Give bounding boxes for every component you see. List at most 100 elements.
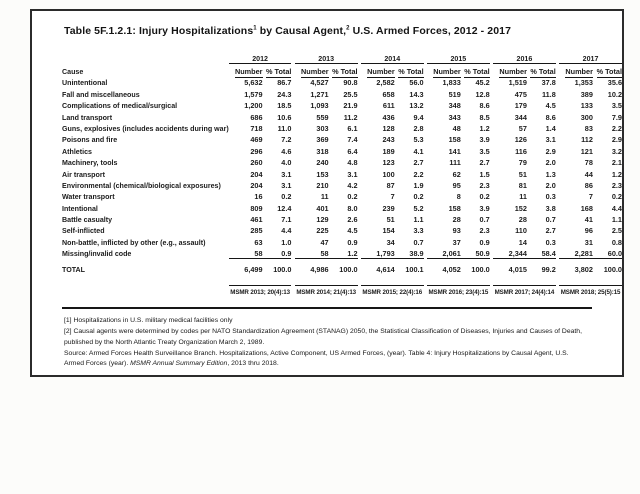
number-header-label: Number (499, 67, 527, 78)
number-cell-2015: 158 (448, 135, 461, 145)
title-text: Injury Hospitalizations (135, 25, 254, 37)
source-tail: , 2013 thru 2018. (227, 359, 279, 367)
pct-cell-2017: 60.0 (592, 246, 622, 259)
number-cell-2015: 4,052 (442, 265, 461, 275)
number-cell-2013: 4,527 (310, 78, 329, 88)
citation-msmr-2013: MSMR 2013; 20(4):13 (228, 284, 292, 296)
pct-cell-2013: 1.2 (328, 246, 358, 259)
number-cell-2013: 369 (316, 135, 329, 145)
number-cell-2017: 78 (584, 158, 593, 168)
pct-cell-2014: 5.2 (413, 203, 424, 213)
cause-cell: Missing/invalid code (62, 250, 132, 259)
number-cell-2014: 611 (382, 101, 395, 111)
footnotes: [1] Hospitalizations in U.S. military me… (64, 316, 590, 369)
pct-cell-2017: 2.1 (611, 158, 622, 168)
number-cell-2014: 436 (382, 112, 395, 122)
number-header: Number (229, 63, 263, 78)
pct-cell-2012: 10.6 (277, 112, 292, 122)
number-cell-2013: 210 (316, 180, 329, 190)
number-cell-2017: 44 (584, 169, 593, 179)
number-cell-2012: 296 (250, 146, 263, 156)
pct-header: % Total (329, 63, 358, 78)
pct-cell-2017: 4.4 (611, 203, 622, 213)
pct-cell-2016: 2.7 (545, 226, 556, 236)
number-cell-2017: 41 (584, 215, 593, 225)
pct-cell-2014: 4.1 (413, 146, 424, 156)
pct-cell-2015: 50.9 (460, 246, 490, 259)
pct-cell-2016: 1.4 (545, 123, 556, 133)
pct-cell-2016: 0.3 (545, 237, 556, 247)
table-row: TOTAL 6,499 100.0 4,986 100.0 4,614 100.… (62, 258, 622, 274)
pct-cell-2015: 100.0 (471, 265, 490, 275)
number-cell-2014: 4,614 (376, 265, 395, 275)
pct-cell-2012: 7.1 (281, 215, 292, 225)
pct-cell-2013: 6.1 (347, 123, 358, 133)
number-cell-2014: 7 (390, 192, 395, 202)
number-cell-2012: 204 (250, 169, 263, 179)
number-cell-2013: 47 (320, 237, 329, 247)
number-cell-2015: 28 (452, 215, 461, 225)
year-header-2013: 2013 (294, 50, 358, 64)
pct-cell-2014: 1.9 (413, 180, 424, 190)
pct-cell-2016: 3.8 (545, 203, 556, 213)
citation-msmr-2016: MSMR 2016; 23(4):15 (426, 284, 490, 296)
number-cell-2016: 1,519 (508, 78, 527, 88)
pct-cell-2012: 0.2 (281, 192, 292, 202)
pct-header: % Total (263, 63, 292, 78)
number-cell-2013: 11 (320, 192, 329, 202)
number-cell-2016: 2,344 (493, 246, 527, 259)
pct-cell-2015: 45.2 (475, 78, 490, 88)
year-header-2014: 2014 (360, 50, 424, 64)
number-cell-2015: 158 (448, 203, 461, 213)
table-row: Missing/invalid code 58 0.9 58 1.2 1,793… (62, 246, 622, 259)
table-row: Intentional 809 12.4 401 8.0 239 5.2 158… (62, 201, 622, 213)
pct-cell-2013: 100.0 (339, 265, 358, 275)
pct-cell-2013: 4.2 (347, 180, 358, 190)
number-cell-2012: 686 (250, 112, 263, 122)
pct-cell-2013: 4.8 (347, 158, 358, 168)
pct-cell-2016: 58.4 (526, 246, 556, 259)
number-header-label: Number (234, 67, 263, 78)
number-cell-2017: 83 (584, 123, 593, 133)
number-header: Number (361, 63, 395, 78)
number-cell-2013: 401 (316, 203, 329, 213)
cause-cell: TOTAL (62, 266, 85, 275)
pct-cell-2017: 100.0 (603, 265, 622, 275)
number-cell-2014: 154 (382, 226, 395, 236)
number-cell-2017: 3,802 (574, 265, 593, 275)
number-cell-2014: 658 (382, 89, 395, 99)
number-cell-2014: 128 (382, 123, 395, 133)
cause-cell: Athletics (62, 147, 92, 156)
pct-cell-2014: 2.2 (413, 169, 424, 179)
number-cell-2015: 8 (456, 192, 461, 202)
number-cell-2015: 62 (452, 169, 461, 179)
number-cell-2015: 111 (449, 158, 461, 168)
year-header-2016: 2016 (493, 50, 556, 64)
pct-cell-2015: 0.2 (479, 192, 490, 202)
number-cell-2014: 243 (382, 135, 395, 145)
number-cell-2015: 1,833 (442, 78, 461, 88)
number-header-label: Number (433, 67, 461, 78)
pct-cell-2014: 0.2 (413, 192, 424, 202)
empty-cell (62, 285, 229, 296)
source-publication: MSMR Annual Summary Edition (130, 359, 228, 367)
pct-cell-2017: 1.1 (611, 215, 622, 225)
pct-cell-2017: 2.9 (611, 135, 622, 145)
pct-cell-2015: 2.3 (479, 226, 490, 236)
pct-cell-2012: 24.3 (277, 89, 292, 99)
number-cell-2017: 96 (584, 226, 593, 236)
pct-cell-2012: 12.4 (277, 203, 292, 213)
pct-cell-2013: 0.2 (347, 192, 358, 202)
table-title: Table 5F.1.2.1: Injury Hospitalizations1… (64, 25, 622, 37)
number-cell-2016: 4,015 (508, 265, 527, 275)
number-cell-2014: 123 (382, 158, 395, 168)
number-cell-2013: 303 (316, 123, 329, 133)
year-header-2012: 2012 (228, 50, 292, 64)
cause-column-header: Cause (62, 63, 229, 76)
pct-cell-2016: 8.6 (545, 112, 556, 122)
table-row: Battle casualty 461 7.1 129 2.6 51 1.1 2… (62, 213, 622, 224)
pct-cell-2014: 14.3 (409, 89, 424, 99)
pct-cell-2013: 0.9 (347, 237, 358, 247)
cause-cell: Land transport (62, 113, 113, 122)
pct-cell-2017: 3.5 (611, 101, 622, 111)
